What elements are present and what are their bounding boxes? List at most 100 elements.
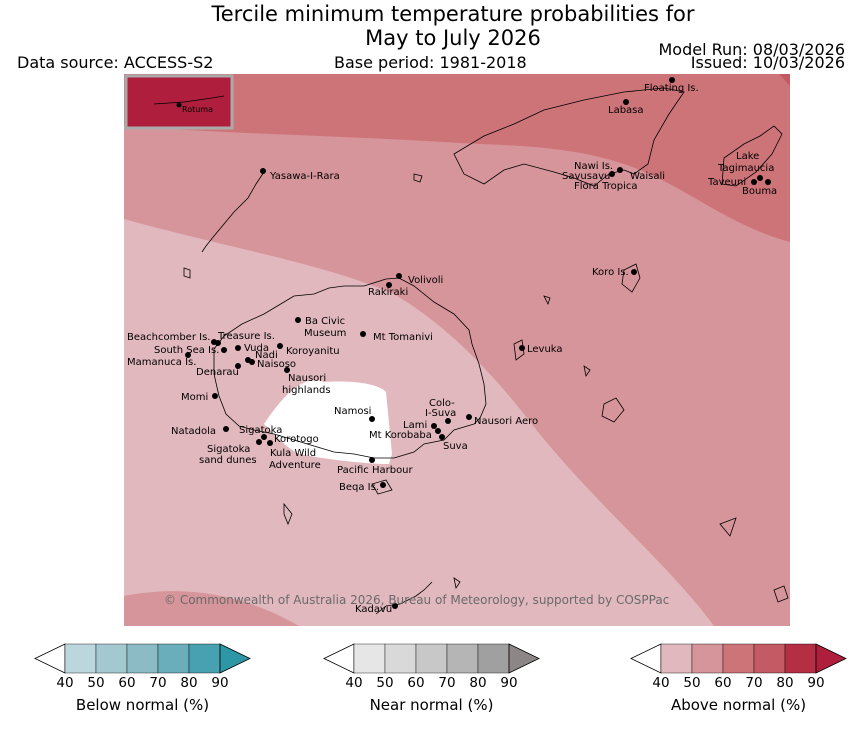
place-label: Sigatoka (207, 444, 250, 455)
place-label: Tagimaucia (717, 163, 774, 174)
colorbar-tick-label: 80 (469, 675, 487, 691)
place-marker (751, 179, 757, 185)
place-marker (617, 167, 623, 173)
place-label: Koro Is. (592, 267, 629, 278)
colorbar-tick-label: 50 (376, 675, 394, 691)
colorbar-under-triangle (323, 643, 355, 674)
colorbar-tick-label: 50 (683, 675, 701, 691)
place-label: Koroyanitu (286, 346, 340, 357)
place-marker (396, 273, 402, 279)
place-marker (221, 347, 227, 353)
place-label: Nausori (288, 373, 326, 384)
colorbar-segment (64, 643, 97, 674)
rotuma-label: Rotuma (182, 105, 213, 114)
colorbar-segment (157, 643, 190, 674)
place-label: Mt Korobaba (369, 430, 432, 441)
colorbar-tick-label: 40 (345, 675, 363, 691)
place-label: I-Suva (425, 408, 456, 419)
colorbar-tick-label: 60 (118, 675, 136, 691)
place-markers: Floating Is. Labasa Yasawa-I-Rara Nawi I… (127, 77, 777, 615)
base-period: Base period: 1981-2018 (334, 53, 527, 72)
place-label: Beachcomber Is. (127, 332, 210, 343)
place-label: Museum (304, 328, 346, 339)
place-label: Colo- (429, 398, 455, 409)
place-label: Kula Wild (270, 448, 316, 459)
colorbar-tick-label: 40 (652, 675, 670, 691)
yasawa-coast (201, 171, 265, 253)
place-marker (360, 331, 366, 337)
place-label: Momi (181, 392, 208, 403)
place-marker (392, 603, 398, 609)
colorbar-segment (477, 643, 510, 674)
colorbar-tick-label: 60 (714, 675, 732, 691)
colorbar-tick-label: 80 (776, 675, 794, 691)
place-label: Namosi (334, 406, 371, 417)
colorbar-segment (753, 643, 786, 674)
title-line-2: May to July 2026 (365, 26, 541, 50)
colorbar-tick-label: 50 (87, 675, 105, 691)
place-label: Mt Tomanivi (373, 332, 433, 343)
place-marker (369, 457, 375, 463)
place-marker (369, 416, 375, 422)
colorbar-segment (660, 643, 693, 674)
beqa-coast (371, 479, 393, 495)
colorbar-under-triangle (630, 643, 662, 674)
small-islands (183, 173, 789, 603)
copyright-notice: © Commonwealth of Australia 2026, Bureau… (164, 593, 669, 607)
place-marker (609, 171, 615, 177)
place-marker (185, 352, 191, 358)
place-marker (445, 418, 451, 424)
rotuma-inset: Rotuma (124, 74, 234, 130)
rotuma-marker (176, 102, 182, 108)
colorbar-segment (722, 643, 755, 674)
data-source: Data source: ACCESS-S2 (17, 53, 214, 72)
place-marker (765, 179, 771, 185)
place-marker (295, 317, 301, 323)
colorbar-segment (691, 643, 724, 674)
place-label: Rakiraki (368, 287, 408, 298)
probability-map: Rotuma Floating Is. Labasa Yasawa-I-Rara… (124, 74, 790, 626)
place-label: Savusavu (562, 171, 610, 182)
place-label: South Sea Is. (154, 345, 219, 356)
place-label: sand dunes (199, 455, 257, 466)
colorbar-1 (34, 643, 251, 674)
place-label: Treasure Is. (217, 331, 275, 342)
place-label: Beqa Is. (339, 482, 379, 493)
rotuma-coast (153, 95, 225, 105)
colorbar-segment (188, 643, 221, 674)
place-marker (431, 423, 437, 429)
place-marker (380, 482, 386, 488)
colorbar-tick-label: 70 (149, 675, 167, 691)
place-label: Waisali (630, 171, 665, 182)
place-label: Korotogo (274, 434, 319, 445)
place-marker (212, 393, 218, 399)
colorbar-tick-label: 70 (745, 675, 763, 691)
place-marker (519, 345, 525, 351)
place-label: Floating Is. (644, 83, 699, 94)
place-marker (223, 426, 229, 432)
colorbar-tick-label: 90 (500, 675, 518, 691)
place-marker (256, 439, 262, 445)
place-marker (386, 282, 392, 288)
place-marker (284, 367, 290, 373)
viti-levu-coast (213, 277, 487, 459)
place-label: Adventure (269, 460, 321, 471)
title-line-1: Tercile minimum temperature probabilitie… (211, 2, 695, 26)
place-label: Ba Civic (305, 316, 345, 327)
colorbar-segment (415, 643, 448, 674)
ovalau-coast (513, 339, 525, 361)
place-marker (261, 434, 267, 440)
place-label: Mamanuca Is. (127, 357, 196, 368)
place-label: Labasa (608, 105, 644, 116)
place-marker (277, 343, 283, 349)
colorbar-segment (95, 643, 128, 674)
colorbar-segment (126, 643, 159, 674)
place-label: Natadola (171, 426, 216, 437)
place-label: Denarau (196, 367, 239, 378)
colorbar-tick-label: 70 (438, 675, 456, 691)
band-80-90 (779, 74, 790, 86)
band-70-80 (124, 74, 790, 242)
place-label: Vuda (244, 343, 269, 354)
place-marker (260, 168, 266, 174)
place-label: Flora Tropica (574, 181, 637, 192)
